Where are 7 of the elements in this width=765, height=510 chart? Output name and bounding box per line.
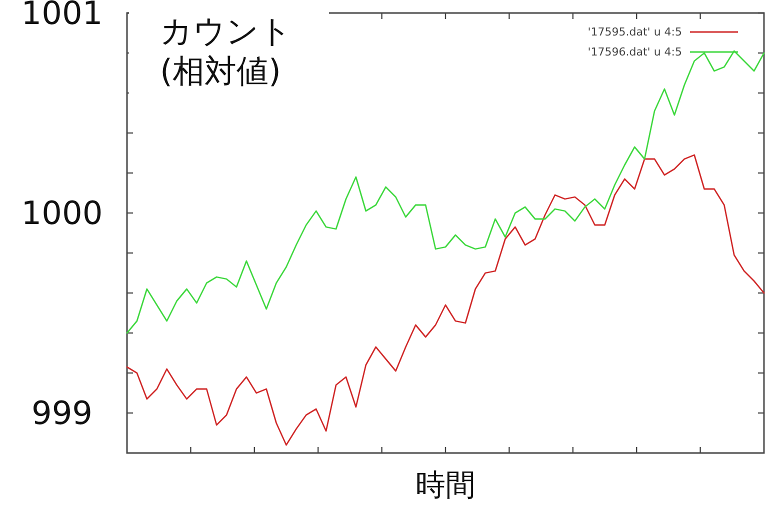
legend-label: '17595.dat' u 4:5 <box>588 26 682 38</box>
y-tick-label: 999 <box>31 394 93 432</box>
x-axis-title: 時間 <box>416 468 476 503</box>
y-tick-label: 1000 <box>21 194 103 232</box>
y-axis-title: カウント (相対値) <box>160 12 292 90</box>
legend-label: '17596.dat' u 4:5 <box>588 46 682 58</box>
y-tick-label: 1001 <box>21 0 103 32</box>
